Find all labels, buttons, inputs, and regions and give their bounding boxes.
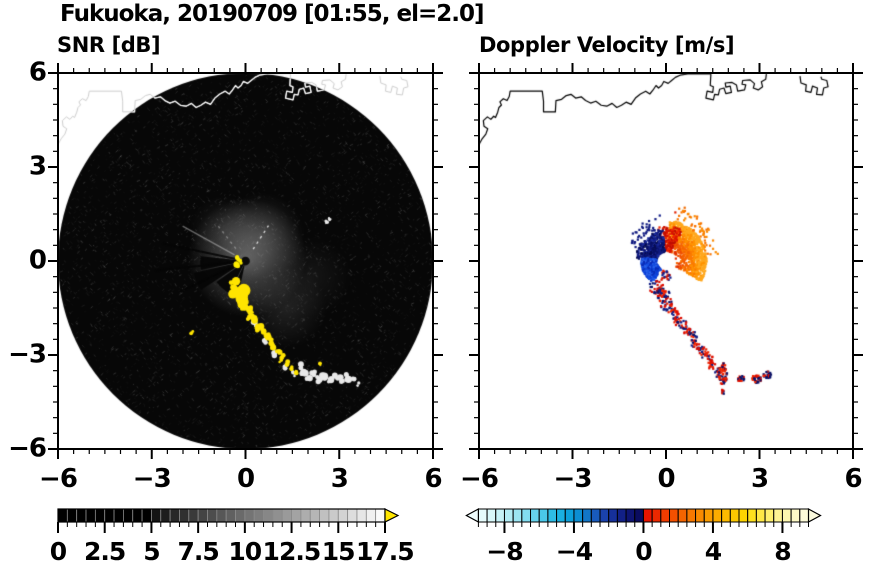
snr-colorbar-label: 17.5 xyxy=(355,537,415,566)
velocity-colorbar-label: 4 xyxy=(704,537,722,566)
snr-colorbar-label: 15 xyxy=(321,537,356,566)
velocity-colorbar xyxy=(465,507,822,533)
snr-colorbar-label: 2.5 xyxy=(84,537,126,566)
snr-colorbar-label: 0 xyxy=(49,537,67,566)
snr-y-tick-label: 6 xyxy=(28,57,47,88)
snr-colorbar-label: 10 xyxy=(228,537,262,566)
velocity-colorbar-label: −8 xyxy=(486,537,523,566)
snr-y-tick-label: 3 xyxy=(28,151,47,182)
snr-panel-title: SNR [dB] xyxy=(57,33,161,57)
snr-y-tick-label: −3 xyxy=(8,339,47,370)
snr-x-tick-label: −3 xyxy=(132,464,172,494)
velocity-x-tick-label: −3 xyxy=(553,464,593,494)
snr-x-tick-label: 6 xyxy=(424,464,442,494)
velocity-colorbar-label: 8 xyxy=(774,537,791,566)
velocity-x-tick-label: 3 xyxy=(750,464,769,494)
velocity-x-tick-label: −6 xyxy=(460,464,499,494)
snr-colorbar-label: 7.5 xyxy=(177,537,219,566)
snr-colorbar-label: 5 xyxy=(143,537,160,566)
snr-x-tick-label: −6 xyxy=(39,464,78,494)
snr-y-tick-label: 0 xyxy=(28,245,47,276)
snr-x-tick-label: 3 xyxy=(330,464,349,494)
snr-x-tick-label: 0 xyxy=(236,464,255,494)
velocity-colorbar-label: −4 xyxy=(555,537,593,566)
velocity-colorbar-label: 0 xyxy=(635,537,652,566)
velocity-x-tick-label: 6 xyxy=(844,464,862,494)
snr-over-arrow xyxy=(384,508,400,523)
snr-ppi-plot xyxy=(58,73,433,449)
figure-title: Fukuoka, 20190709 [01:55, el=2.0] xyxy=(60,1,484,27)
snr-colorbar-label: 12.5 xyxy=(262,537,322,566)
velocity-x-tick-label: 0 xyxy=(657,464,675,494)
velocity-panel-title: Doppler Velocity [m/s] xyxy=(479,33,735,57)
velocity-ppi-plot xyxy=(479,73,853,449)
snr-y-tick-label: −6 xyxy=(8,433,47,464)
snr-colorbar xyxy=(57,508,400,533)
velocity-over-arrow xyxy=(807,507,822,524)
velocity-under-arrow xyxy=(465,507,479,524)
